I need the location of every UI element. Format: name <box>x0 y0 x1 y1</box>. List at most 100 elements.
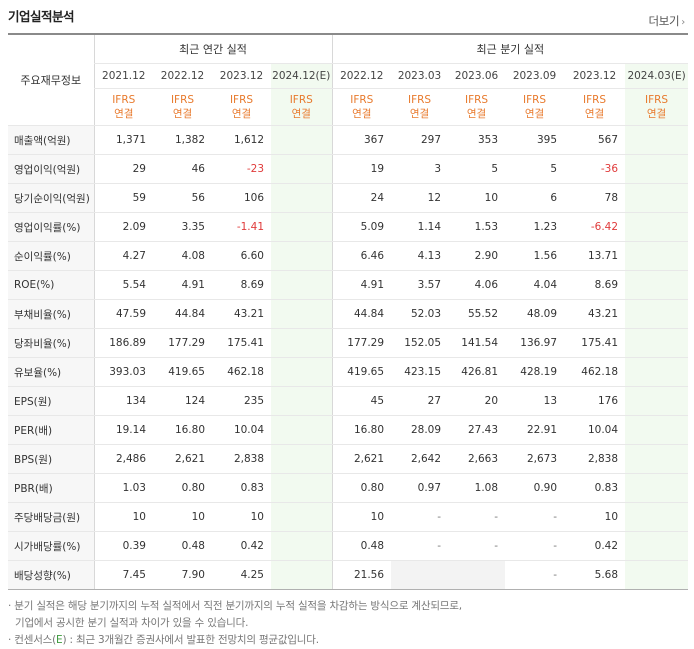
value-cell: 45 <box>331 386 392 416</box>
value-cell <box>271 154 333 184</box>
value-cell: 235 <box>212 386 271 416</box>
period-header: 2022.12 <box>153 63 212 89</box>
value-cell: - <box>505 531 565 561</box>
value-cell: 5 <box>505 154 565 184</box>
value-cell <box>271 560 333 590</box>
ifrs-label: IFRS 연결 <box>448 88 506 126</box>
value-cell: 124 <box>153 386 212 416</box>
ifrs-label: IFRS 연결 <box>505 88 565 126</box>
ifrs-standard: IFRS <box>289 94 313 106</box>
row-label: 순이익률(%) <box>8 241 94 271</box>
table-row: ROE(%) 5.54 4.91 8.69 4.91 3.57 4.06 4.04 8.69 <box>8 270 689 300</box>
ifrs-consolidated: 연결 <box>466 108 487 120</box>
value-cell: 353 <box>448 125 506 155</box>
value-cell: 2,486 <box>93 444 153 474</box>
ifrs-label: IFRS 연결 <box>564 88 626 126</box>
value-cell <box>625 241 689 271</box>
chevron-right-icon: › <box>681 17 685 28</box>
value-cell: 3.57 <box>391 270 449 300</box>
value-cell: 4.13 <box>391 241 449 271</box>
value-cell: 5.68 <box>564 560 626 590</box>
value-cell: 46 <box>153 154 212 184</box>
row-label-header: 주요재무정보 <box>8 33 94 126</box>
value-cell: 8.69 <box>564 270 626 300</box>
value-cell: 395 <box>505 125 565 155</box>
ifrs-standard: IFRS <box>170 94 195 106</box>
value-cell: 12 <box>391 183 449 213</box>
value-cell: 1.03 <box>93 473 153 503</box>
value-cell: 43.21 <box>564 299 626 329</box>
value-cell <box>271 444 333 474</box>
value-cell: 56 <box>153 183 212 213</box>
value-cell: 6 <box>505 183 565 213</box>
ifrs-label: IFRS 연결 <box>391 88 449 126</box>
value-cell: 10 <box>212 502 271 532</box>
value-cell: 297 <box>391 125 449 155</box>
value-cell: - <box>505 502 565 532</box>
value-cell: 6.60 <box>212 241 271 271</box>
value-cell <box>625 270 689 300</box>
period-header: 2023.09 <box>505 63 565 89</box>
value-cell: 6.46 <box>331 241 392 271</box>
value-cell <box>271 415 333 445</box>
value-cell: 59 <box>93 183 153 213</box>
value-cell: 78 <box>564 183 626 213</box>
value-cell: 4.25 <box>212 560 271 590</box>
period-header: 2023.03 <box>391 63 449 89</box>
value-cell: 1,371 <box>93 125 153 155</box>
value-cell <box>625 415 689 445</box>
value-cell <box>625 444 689 474</box>
footnote-2: · 컨센서스(E) : 최근 3개월간 증권사에서 발표한 전망치의 평균값입니… <box>8 634 319 646</box>
table-row: 시가배당률(%) 0.39 0.48 0.42 0.48- - -0.42 <box>8 531 689 561</box>
value-cell: 1,612 <box>212 125 271 155</box>
value-cell: 175.41 <box>212 328 271 358</box>
value-cell: 423.15 <box>391 357 449 387</box>
value-cell <box>271 531 333 561</box>
value-cell: 0.80 <box>331 473 392 503</box>
value-cell: 2,642 <box>391 444 449 474</box>
ifrs-standard: IFRS <box>464 94 489 106</box>
value-cell: 43.21 <box>212 299 271 329</box>
value-cell: 27.43 <box>448 415 506 445</box>
value-cell <box>271 386 333 416</box>
table-row: PBR(배) 1.03 0.80 0.83 0.80 0.97 1.08 0.90 0.83 <box>8 473 689 503</box>
row-label: 영업이익(억원) <box>8 154 94 184</box>
value-cell <box>391 560 449 590</box>
row-label: 배당성향(%) <box>8 560 94 590</box>
more-link[interactable]: 더보기 › <box>648 13 685 29</box>
value-cell <box>625 560 689 590</box>
value-cell: 5 <box>448 154 506 184</box>
value-cell: 462.18 <box>212 357 271 387</box>
value-cell: -1.41 <box>212 212 271 242</box>
value-cell <box>271 357 333 387</box>
table-row: 영업이익(억원) 29 46 -23 19 3 5 5 -36 <box>8 154 689 184</box>
value-cell: 175.41 <box>564 328 626 358</box>
ifrs-consolidated: 연결 <box>584 108 605 120</box>
value-cell <box>271 270 333 300</box>
value-cell: 10.04 <box>564 415 626 445</box>
value-cell: 10 <box>93 502 153 532</box>
value-cell: 419.65 <box>153 357 212 387</box>
value-cell: -36 <box>564 154 626 184</box>
period-header: 2024.03(E) <box>625 63 689 89</box>
value-cell: 7.90 <box>153 560 212 590</box>
table-row: 당좌비율(%) 186.89 177.29 175.41 177.29 152.05 141… <box>8 328 689 358</box>
value-cell: 19 <box>331 154 392 184</box>
table-row: 당기순이익(억원) 59 56 106 24 12 10 6 78 <box>8 183 689 213</box>
table-row: 매출액(억원) 1,371 1,382 1,612 367 297 353 395 567 <box>8 125 689 155</box>
value-cell <box>448 560 506 590</box>
value-cell <box>625 299 689 329</box>
value-cell: 22.91 <box>505 415 565 445</box>
row-label: ROE(%) <box>8 270 94 300</box>
value-cell: 2.90 <box>448 241 506 271</box>
value-cell: 462.18 <box>564 357 626 387</box>
value-cell: 44.84 <box>331 299 392 329</box>
value-cell: 5.09 <box>331 212 392 242</box>
value-cell: 4.27 <box>93 241 153 271</box>
ifrs-consolidated: 연결 <box>114 108 134 120</box>
value-cell: - <box>505 560 565 590</box>
financial-table: 주요재무정보 최근 연간 실적 최근 분기 실적 2021.12 2022.12 2… <box>8 33 689 590</box>
value-cell: 29 <box>93 154 153 184</box>
ifrs-consolidated: 연결 <box>524 108 545 120</box>
value-cell: 2,838 <box>212 444 271 474</box>
